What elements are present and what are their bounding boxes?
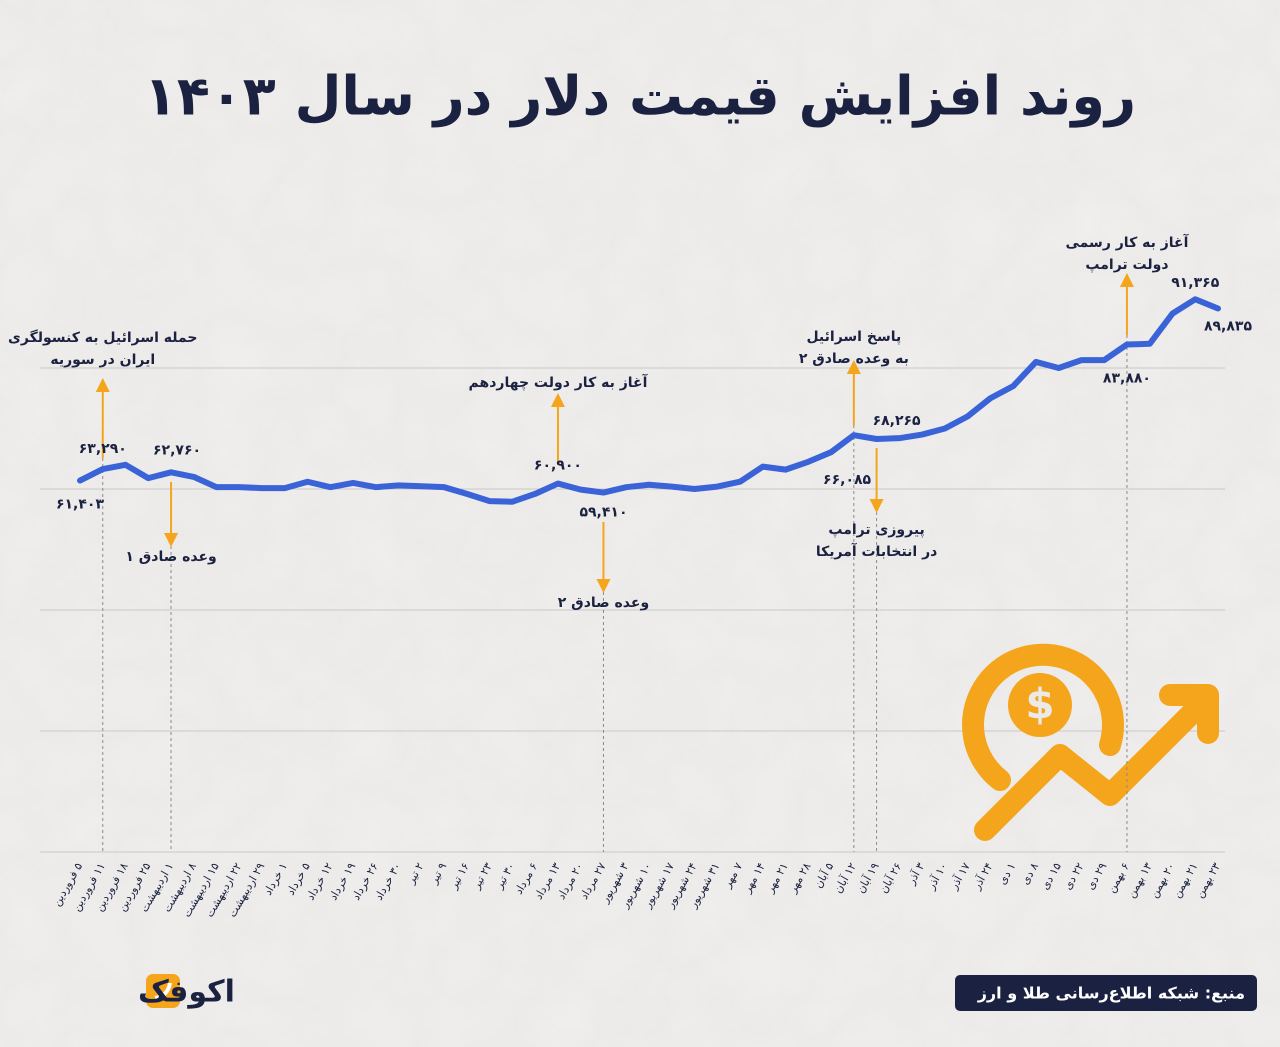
data-label: ۸۹,۸۳۵ [1204,318,1252,334]
data-label: ۶۳,۲۹۰ [79,441,127,457]
source-box [955,975,1257,1011]
svg-text:$: $ [1025,680,1054,729]
annotation: ایران در سوریه [50,352,155,368]
data-label: ۹۱,۳۶۵ [1171,275,1219,291]
annotation: پاسخ اسرائیل [806,329,901,345]
brand-name: اکوفک [138,975,235,1010]
annotation: آغاز به کار دولت چهاردهم [469,373,649,391]
annotation: حمله اسرائیل به کنسولگری [8,329,197,346]
annotation: آغاز به کار رسمی [1066,233,1190,251]
dollar-icon: $ [962,643,1219,841]
annotation: دولت ترامپ [1085,257,1168,273]
chart-title: روند افزایش قیمت دلار در سال ۱۴۰۳ [144,65,1136,128]
source: منبع: شبکه اطلاع‌رسانی طلا و ارز [977,984,1245,1003]
data-label: ۶۰,۹۰۰ [534,458,582,474]
data-label: ۶۱,۴۰۳ [56,497,104,513]
data-label: ۶۸,۲۶۵ [873,413,921,429]
data-label: ۵۹,۴۱۰ [579,505,627,521]
annotation: در انتخابات آمریکا [816,542,938,560]
brand: اکوفک [138,974,235,1010]
annotation: وعده صادق ۱ [125,549,216,565]
line [77,296,1221,505]
annotation: به وعده صادق ۲ [799,351,909,367]
data-label: ۶۲,۷۶۰ [153,442,201,458]
data-label: ۶۶,۰۸۵ [823,472,871,488]
data-label: ۸۳,۸۸۰ [1103,371,1151,387]
annotation: وعده صادق ۲ [558,595,649,611]
annotation: پیروزی ترامپ [828,522,924,538]
